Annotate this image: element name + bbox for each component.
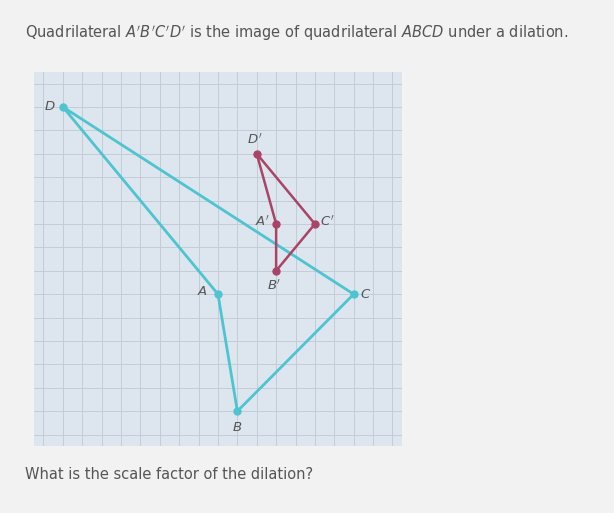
Text: $A$: $A$ — [198, 285, 208, 299]
Text: $C'$: $C'$ — [320, 214, 334, 229]
Text: $B'$: $B'$ — [267, 279, 281, 293]
Text: $C$: $C$ — [360, 288, 371, 301]
Text: Quadrilateral $A'B'C'D'$ is the image of quadrilateral $ABCD$ under a dilation.: Quadrilateral $A'B'C'D'$ is the image of… — [25, 23, 568, 43]
Text: $A'$: $A'$ — [255, 214, 270, 229]
Text: $B$: $B$ — [232, 421, 243, 433]
Text: $D'$: $D'$ — [247, 132, 263, 147]
Text: $D$: $D$ — [44, 101, 55, 113]
Text: What is the scale factor of the dilation?: What is the scale factor of the dilation… — [25, 467, 313, 482]
